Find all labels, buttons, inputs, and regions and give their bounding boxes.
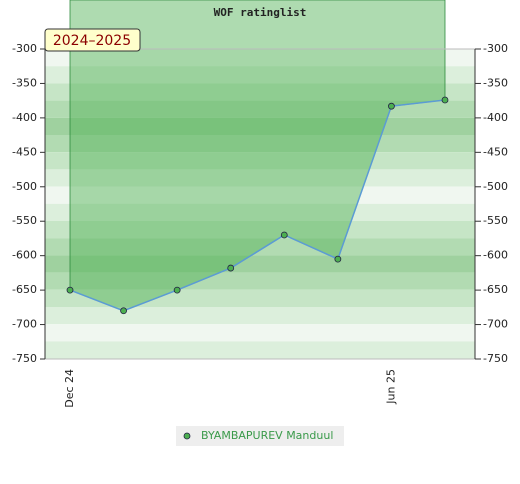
y2-tick-label: -550: [483, 214, 508, 227]
y-tick-label: -750: [12, 352, 37, 365]
y-tick-label: -650: [12, 283, 37, 296]
marker: [228, 265, 234, 271]
marker: [67, 287, 73, 293]
marker: [442, 97, 448, 103]
x-tick-label: Dec 24: [63, 369, 76, 408]
y-tick-label: -400: [12, 111, 37, 124]
stripe: [45, 324, 475, 341]
stripe: [45, 307, 475, 324]
marker: [388, 103, 394, 109]
marker: [281, 232, 287, 238]
y2-tick-label: -350: [483, 76, 508, 89]
marker: [174, 287, 180, 293]
y2-tick-label: -650: [483, 283, 508, 296]
y2-tick-label: -600: [483, 249, 508, 262]
y-tick-label: -450: [12, 145, 37, 158]
y2-tick-label: -300: [483, 42, 508, 55]
x-tick-label: Jun 25: [384, 369, 397, 405]
y-tick-label: -350: [12, 76, 37, 89]
legend-marker: [184, 433, 190, 439]
y-tick-label: -600: [12, 249, 37, 262]
stripe: [45, 341, 475, 358]
y-tick-label: -550: [12, 214, 37, 227]
y2-tick-label: -750: [483, 352, 508, 365]
y-tick-label: -500: [12, 180, 37, 193]
y2-tick-label: -450: [483, 145, 508, 158]
y2-tick-label: -500: [483, 180, 508, 193]
chart-title: WOF ratinglist: [214, 6, 307, 19]
legend-label: BYAMBAPUREV Manduul: [201, 429, 333, 442]
y-tick-label: -700: [12, 318, 37, 331]
marker: [121, 308, 127, 314]
y2-tick-label: -700: [483, 318, 508, 331]
y2-tick-label: -400: [483, 111, 508, 124]
annotation: 2024–2025: [53, 33, 131, 49]
y-tick-label: -300: [12, 42, 37, 55]
marker: [335, 256, 341, 262]
